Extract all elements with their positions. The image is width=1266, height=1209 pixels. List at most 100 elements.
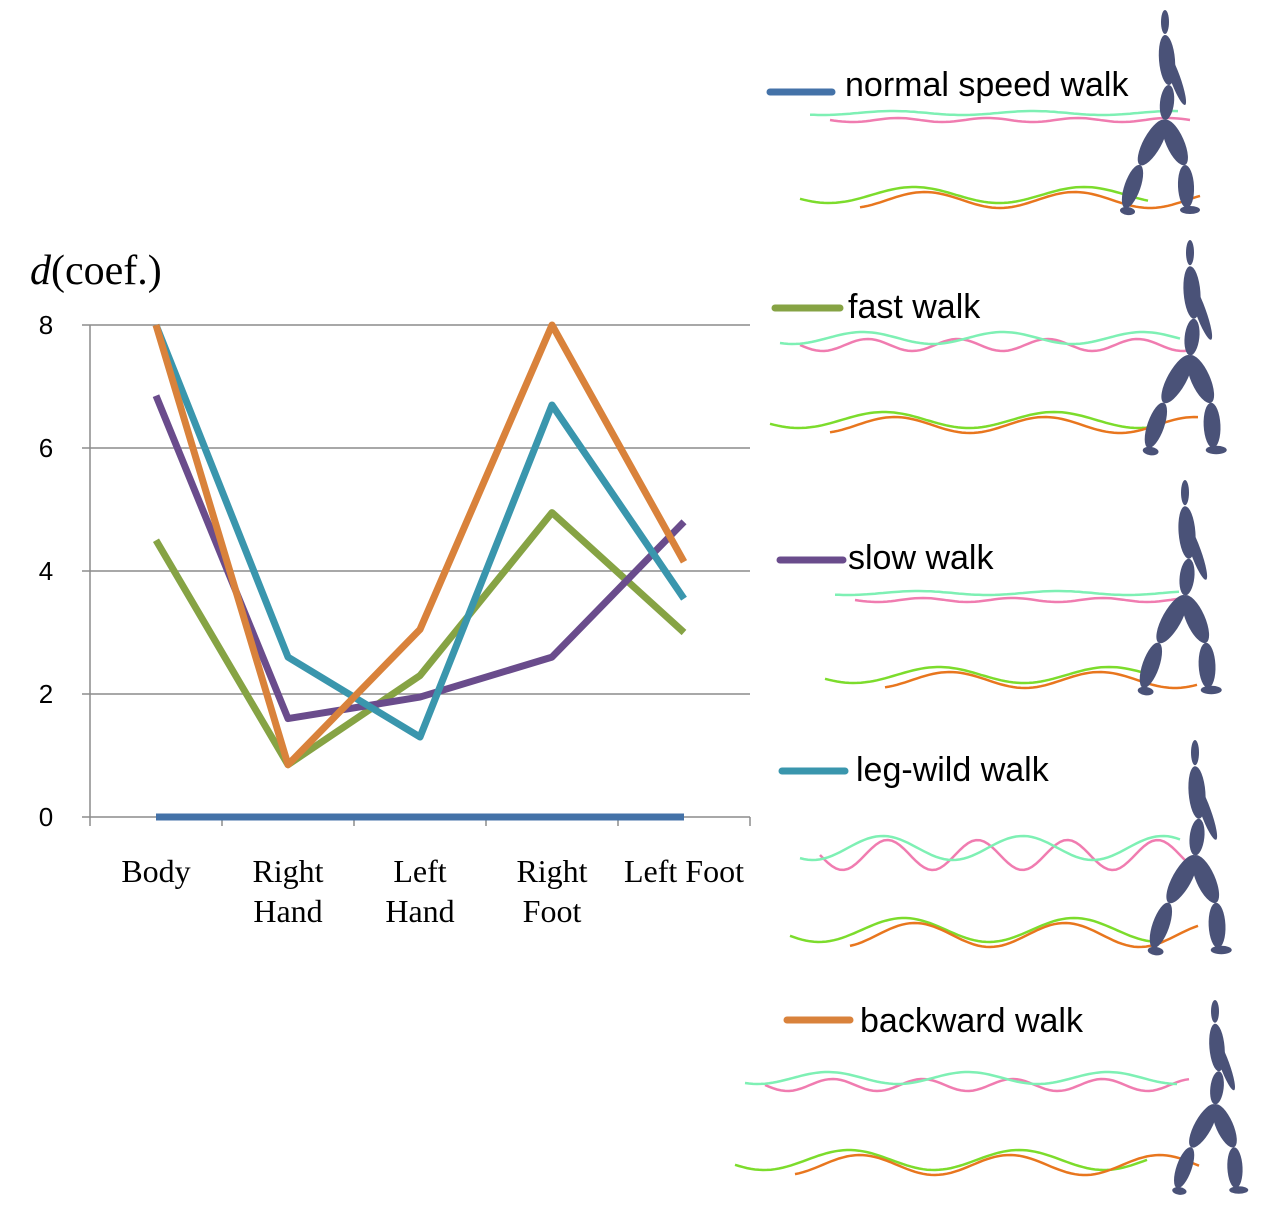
foot-trail-orange: [794, 1153, 1200, 1177]
walk-illustration-5: [734, 1000, 1249, 1195]
legend-label-1: normal speed walk: [845, 66, 1129, 104]
series-lines: [152, 321, 688, 821]
x-category-label-line: Left: [393, 853, 446, 889]
figure-head: [1191, 740, 1199, 766]
walk-illustration-1: [799, 10, 1201, 216]
x-category-label-line: Hand: [385, 893, 454, 929]
x-category-label-line: Foot: [523, 893, 582, 929]
hand-trail-mint: [779, 330, 1181, 346]
figure-limb: [1144, 402, 1168, 449]
legend-label-4: leg-wild walk: [856, 751, 1050, 789]
figure-limb: [1188, 281, 1213, 340]
figure-limb: [1174, 1147, 1195, 1189]
walk-illustration-4: [789, 740, 1232, 956]
figure-limb: [1214, 1037, 1235, 1091]
foot-trail-green: [824, 665, 1150, 685]
figure-limb: [1179, 558, 1195, 596]
figure-limb: [1137, 686, 1154, 696]
figure-limb: [1210, 1071, 1224, 1105]
legend: normal speed walk fast walk slow walk leg-w…: [766, 66, 1129, 1040]
figure-head: [1161, 10, 1169, 34]
figure-limb: [1142, 446, 1159, 456]
figure-limb: [1227, 1147, 1243, 1189]
walk-illustration-2: [769, 240, 1227, 456]
x-category-label: Body: [121, 853, 190, 889]
y-tick-labels: 0 2 4 6 8: [39, 310, 53, 832]
y-tick-label-8: 8: [39, 310, 53, 340]
figure-limb: [1193, 781, 1218, 840]
figure-limb: [1198, 642, 1216, 688]
figure-limb: [1147, 946, 1164, 956]
foot-trail-green: [769, 410, 1151, 430]
figure-limb: [1163, 49, 1187, 106]
figure-limb: [1156, 595, 1188, 644]
figure-limb: [1189, 1104, 1218, 1148]
legend-label-3: slow walk: [848, 539, 994, 577]
figure-limb: [1159, 84, 1175, 121]
figure-limb: [1205, 445, 1227, 455]
hand-trail-pink: [799, 337, 1189, 353]
figure-limb: [1137, 119, 1168, 166]
figure-limb: [1186, 355, 1215, 404]
x-category-label-line: Left Foot: [624, 853, 744, 889]
figure-limb: [1181, 595, 1210, 644]
foot-trail-green: [789, 916, 1151, 944]
figure-limb: [1208, 902, 1226, 948]
figure-limb: [1177, 164, 1195, 209]
figure-limb: [1162, 119, 1188, 166]
x-category-label: Left Hand: [385, 853, 454, 929]
figure-limb: [1183, 521, 1208, 580]
figure-limb: [1119, 206, 1136, 216]
x-category-label-line: Right: [252, 853, 323, 889]
series-line-2: [152, 509, 687, 769]
figure-limb: [1121, 164, 1144, 209]
hand-trail-mint: [744, 1070, 1178, 1086]
x-category-labels: Body Right Hand Left Hand Right Foot Left Foot: [121, 853, 744, 929]
figure-head: [1181, 480, 1189, 506]
foot-trail-orange: [849, 921, 1199, 949]
hand-trail-pink: [854, 596, 1188, 604]
figure-limb: [1184, 318, 1200, 356]
figure-limb: [1210, 945, 1232, 955]
hand-trail-mint: [809, 109, 1179, 117]
figure-limb: [1200, 685, 1222, 695]
figure-limb: [1212, 1104, 1237, 1148]
x-category-label: Left Foot: [624, 853, 744, 889]
figure-limb: [1189, 818, 1205, 856]
hand-trail-mint: [799, 834, 1181, 862]
legend-label-5: backward walk: [860, 1002, 1084, 1040]
legend-label-2: fast walk: [848, 288, 981, 326]
figure-limb: [1139, 642, 1163, 689]
figure-limb: [1166, 855, 1198, 904]
hand-trail-pink: [764, 1077, 1190, 1093]
y-axis-label-var: d: [30, 248, 52, 294]
figure-limb: [1191, 855, 1220, 904]
foot-trail-orange: [859, 190, 1201, 210]
x-category-label-line: Hand: [253, 893, 322, 929]
figure-limb: [1180, 206, 1200, 214]
figure-head: [1211, 1000, 1219, 1023]
hand-trail-pink: [819, 838, 1189, 872]
figure-limb: [1161, 355, 1193, 404]
figure-limb: [1229, 1186, 1249, 1194]
x-category-label: Right Hand: [252, 853, 323, 929]
y-tick-label-0: 0: [39, 802, 53, 832]
walk-illustration-3: [824, 480, 1222, 696]
hand-trail-pink: [829, 116, 1191, 124]
walk-illustrations: [734, 10, 1249, 1195]
hand-trail-mint: [834, 589, 1180, 597]
y-tick-label-6: 6: [39, 433, 53, 463]
figure-head: [1186, 240, 1194, 266]
foot-trail-green: [734, 1148, 1148, 1172]
figure-limb: [1172, 1187, 1187, 1195]
y-axis-label: d(coef.): [30, 248, 162, 294]
x-category-label: Right Foot: [516, 853, 587, 929]
x-category-label-line: Body: [121, 853, 190, 889]
figure-limb: [1203, 402, 1221, 448]
y-tick-label-2: 2: [39, 679, 53, 709]
y-tick-label-4: 4: [39, 556, 53, 586]
figure-limb: [1149, 902, 1173, 949]
foot-trail-green: [799, 185, 1149, 205]
foot-trail-orange: [829, 415, 1199, 435]
